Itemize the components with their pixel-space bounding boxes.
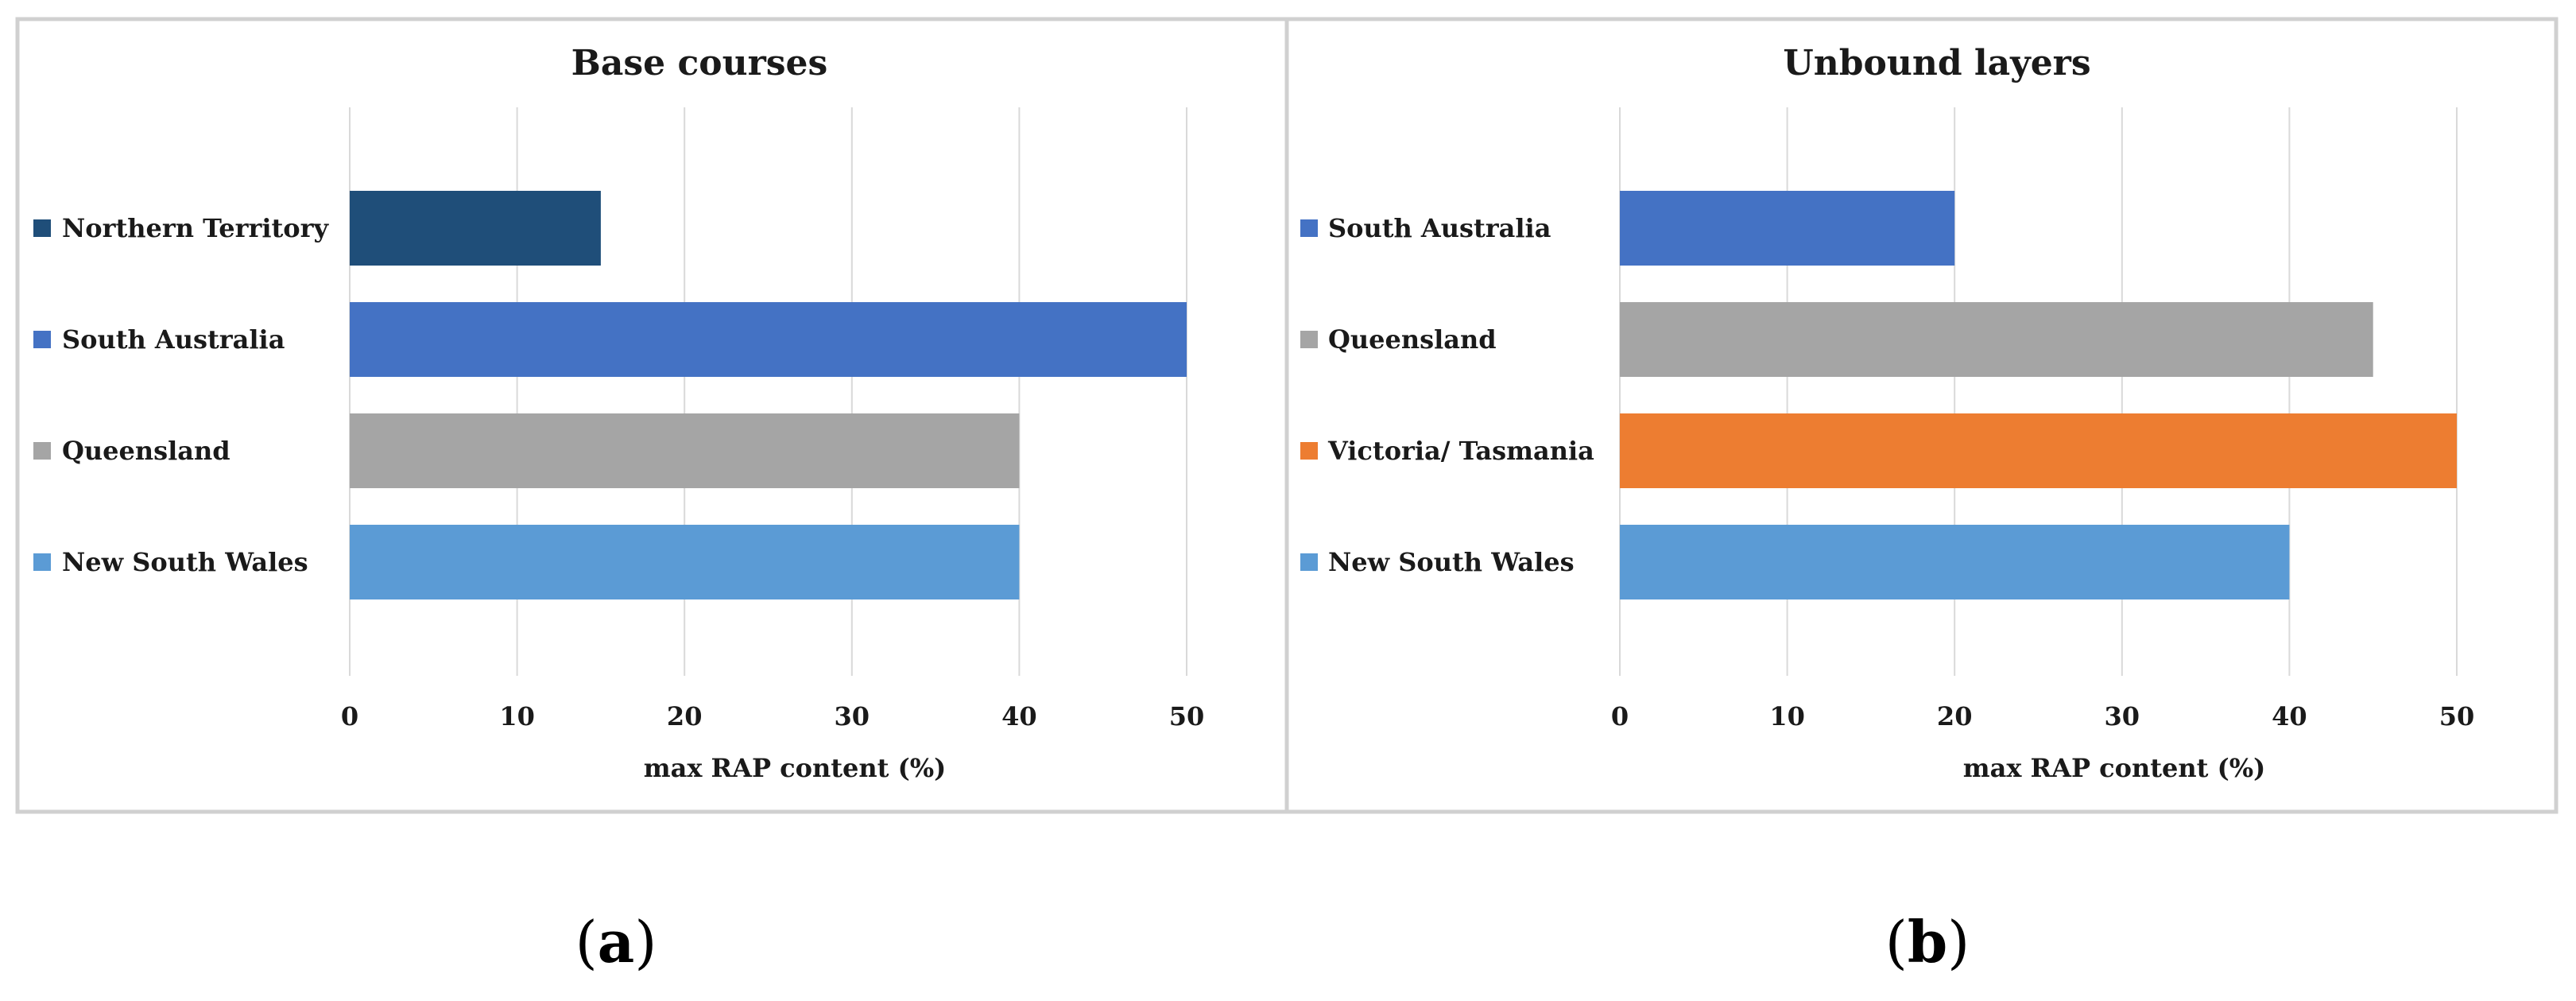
x-tick-label-40: 40 <box>2272 701 2307 731</box>
legend-label-queensland: Queensland <box>1328 324 1497 355</box>
legend-swatch-new-south-wales <box>1300 553 1318 571</box>
x-tick-label-30: 30 <box>835 701 870 731</box>
bar-victoria-tasmania <box>1620 413 2457 488</box>
x-axis-label: max RAP content (%) <box>644 753 947 783</box>
panel-letter-b: b <box>1908 908 1947 976</box>
bar-south-australia <box>1620 191 1955 266</box>
legend-label-south-australia: South Australia <box>62 324 285 355</box>
chart-title: Base courses <box>571 43 828 83</box>
x-tick-label-20: 20 <box>667 701 703 731</box>
legend-swatch-northern-territory <box>33 219 51 237</box>
legend-label-northern-territory: Northern Territory <box>62 213 329 243</box>
chart-title: Unbound layers <box>1783 43 2090 83</box>
bar-south-australia <box>350 302 1187 377</box>
x-axis-label: max RAP content (%) <box>1963 753 2266 783</box>
legend-label-victoria-tasmania: Victoria/ Tasmania <box>1327 436 1594 466</box>
x-tick-label-10: 10 <box>499 701 535 731</box>
panel-caption-b: (b) <box>1885 908 1970 976</box>
x-tick-label-0: 0 <box>1611 701 1629 731</box>
bar-queensland <box>350 413 1020 488</box>
panel-letter-a: a <box>598 908 635 976</box>
legend-label-queensland: Queensland <box>62 436 230 466</box>
legend-swatch-south-australia <box>33 331 51 348</box>
bar-northern-territory <box>350 191 601 266</box>
legend-swatch-queensland <box>33 442 51 460</box>
legend-label-south-australia: South Australia <box>1328 213 1551 243</box>
legend-swatch-new-south-wales <box>33 553 51 571</box>
x-tick-label-50: 50 <box>2439 701 2475 731</box>
legend-label-new-south-wales: New South Wales <box>62 547 308 577</box>
bar-queensland <box>1620 302 2373 377</box>
x-tick-label-20: 20 <box>1937 701 1973 731</box>
legend-swatch-queensland <box>1300 331 1318 348</box>
panel-caption-a: (a) <box>575 908 657 976</box>
bar-new-south-wales <box>1620 525 2290 599</box>
x-tick-label-50: 50 <box>1169 701 1205 731</box>
legend-swatch-south-australia <box>1300 219 1318 237</box>
x-tick-label-10: 10 <box>1769 701 1805 731</box>
x-tick-label-30: 30 <box>2105 701 2140 731</box>
x-tick-label-0: 0 <box>341 701 358 731</box>
bar-new-south-wales <box>350 525 1020 599</box>
legend-swatch-victoria-tasmania <box>1300 442 1318 460</box>
x-tick-label-40: 40 <box>1001 701 1037 731</box>
chart-base-courses: Base courses 0 10 20 30 40 50 Northern Territor… <box>33 43 1204 783</box>
chart-unbound-layers: Unbound layers 0 10 20 30 40 50 South Australia… <box>1300 43 2474 783</box>
legend-label-new-south-wales: New South Wales <box>1328 547 1575 577</box>
